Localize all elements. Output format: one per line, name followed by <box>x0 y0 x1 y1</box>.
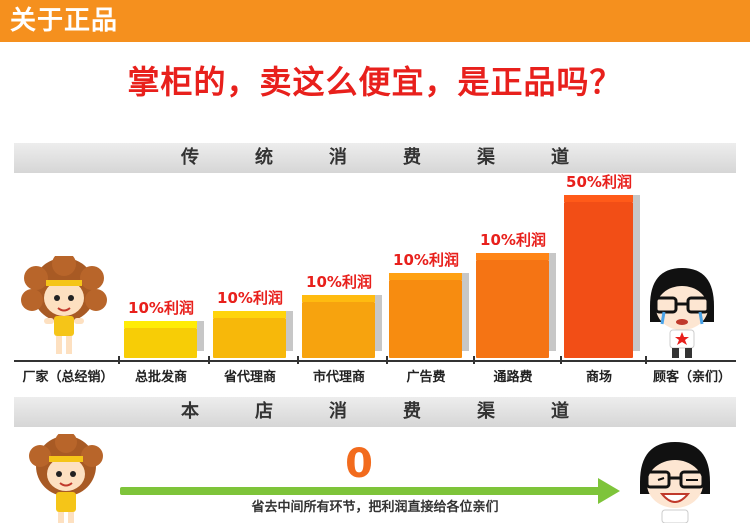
channel-label: 总批发商 <box>134 370 187 385</box>
channel-label: 市代理商 <box>312 370 365 385</box>
channel-label: 广告费 <box>406 370 446 385</box>
chart-tick <box>297 356 299 364</box>
chart-tick <box>473 356 475 364</box>
bar-side <box>462 273 469 351</box>
channel-bar <box>476 260 549 358</box>
bar-top <box>302 295 375 302</box>
bar-margin-label: 50%利润 <box>566 173 632 191</box>
bar-top <box>476 253 549 260</box>
store-note: 省去中间所有环节，把利润直接给各位亲们 <box>251 500 499 515</box>
bar-margin-label: 10%利润 <box>480 231 546 249</box>
channel-label: 通路费 <box>493 370 533 385</box>
channel-bar <box>564 202 633 358</box>
bar-margin-label: 10%利润 <box>217 289 283 307</box>
bar-side <box>286 311 293 351</box>
customer-label: 顾客（亲们） <box>652 370 731 385</box>
direct-arrow-head-icon <box>598 478 620 504</box>
chart-baseline <box>14 360 736 362</box>
bar-margin-label: 10%利润 <box>306 273 372 291</box>
bar-side <box>375 295 382 351</box>
chart-tick <box>645 356 647 364</box>
channel-bar <box>213 318 286 358</box>
bar-top <box>564 195 633 202</box>
direct-arrow-line <box>120 487 602 495</box>
channel-bar <box>302 302 375 358</box>
channel-label: 商场 <box>585 370 612 385</box>
chart-tick <box>386 356 388 364</box>
manufacturer-mascot-icon <box>21 256 107 354</box>
manufacturer-label: 厂家（总经销） <box>22 370 114 385</box>
store-markup-value: 0 <box>345 441 373 487</box>
store-manufacturer-mascot-icon <box>29 434 103 523</box>
header-bar <box>0 0 750 42</box>
channel-bar <box>389 280 462 358</box>
bar-margin-label: 10%利润 <box>393 251 459 269</box>
header-title: 关于正品 <box>10 6 119 36</box>
page-headline: 掌柜的，卖这么便宜，是正品吗？ <box>127 63 623 101</box>
chart-tick <box>560 356 562 364</box>
chart-tick <box>208 356 210 364</box>
channel-bar <box>124 328 197 358</box>
customer-mascot-icon <box>650 268 714 358</box>
bar-side <box>633 195 640 351</box>
traditional-channel-band: 传统消费渠道 <box>14 143 736 173</box>
bar-side <box>549 253 556 351</box>
store-channel-title: 本店消费渠道 <box>181 401 625 422</box>
channel-label: 省代理商 <box>223 370 276 385</box>
bar-top <box>213 311 286 318</box>
bar-top <box>389 273 462 280</box>
chart-tick <box>118 356 120 364</box>
traditional-channel-title: 传统消费渠道 <box>181 147 625 168</box>
bar-top <box>124 321 197 328</box>
bar-side <box>197 321 204 351</box>
store-customer-mascot-icon <box>640 442 710 523</box>
store-channel-band: 本店消费渠道 <box>14 397 736 427</box>
bar-margin-label: 10%利润 <box>128 299 194 317</box>
